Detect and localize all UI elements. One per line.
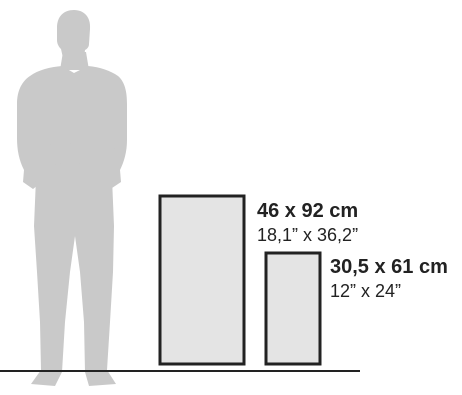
silhouette-torso — [17, 66, 127, 189]
human-silhouette — [17, 10, 127, 386]
silhouette-head — [57, 10, 91, 58]
large-canvas — [158, 194, 246, 366]
silhouette-legs — [31, 178, 116, 386]
silhouette-neck — [60, 52, 89, 70]
small-canvas-metric-label: 30,5 x 61 cm — [330, 256, 448, 278]
small-canvas-imperial-label: 12” x 24” — [330, 281, 402, 301]
large-canvas-imperial-label: 18,1” x 36,2” — [257, 225, 359, 245]
large-canvas-metric-label: 46 x 92 cm — [257, 200, 359, 222]
silhouette-crossed-arms — [24, 143, 121, 168]
small-canvas — [264, 251, 322, 366]
